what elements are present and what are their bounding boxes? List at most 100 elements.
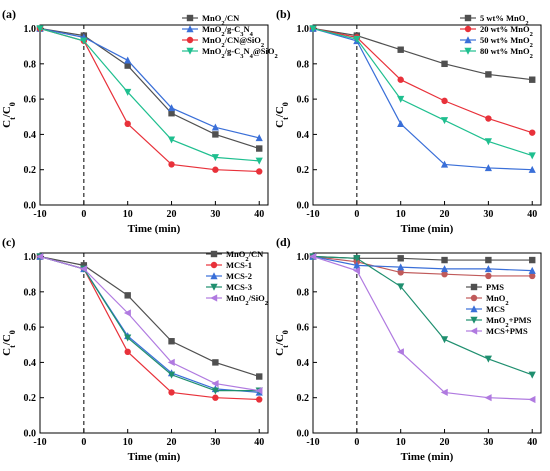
data-point: [396, 348, 404, 356]
data-point: [124, 88, 132, 96]
x-tick-label: 40: [527, 209, 537, 220]
data-point: [211, 387, 219, 395]
data-point: [397, 255, 404, 262]
data-point: [485, 256, 492, 264]
data-point: [353, 267, 361, 275]
y-tick-label: 1.0: [24, 24, 37, 35]
data-point: [529, 272, 536, 280]
x-tick-label: 30: [210, 209, 220, 220]
chart-panel-c: -10 0 10 20 30 40 0.0 0.2 0.4 0.6 0.8 1.0 Time (min)…: [1, 235, 269, 463]
data-point: [123, 309, 131, 317]
series-line: [312, 27, 533, 81]
legend-label: MnO2: [486, 293, 509, 307]
data-point: [440, 117, 449, 125]
legend-marker: [464, 25, 472, 33]
x-axis-label: Time (min): [128, 451, 181, 463]
legend-label: MnO2/CN@SiO2: [202, 35, 264, 49]
data-point: [529, 129, 536, 136]
data-point: [353, 255, 361, 263]
x-tick-label: 20: [440, 209, 450, 220]
data-point: [309, 252, 317, 261]
panel-label: (b): [276, 7, 291, 21]
legend-marker: [464, 14, 472, 22]
data-point: [440, 336, 449, 344]
data-point: [124, 348, 131, 356]
data-point: [397, 95, 405, 103]
panel-label: (c): [2, 235, 15, 249]
data-point: [80, 265, 88, 273]
legend-label: MnO2+PMS: [486, 315, 532, 329]
y-tick-label: 0.8: [24, 287, 37, 298]
data-point: [441, 256, 448, 264]
data-point: [256, 168, 263, 175]
data-point: [353, 35, 361, 43]
legend-label: MnO2/g-C3N4: [202, 24, 254, 38]
series-line: [312, 255, 533, 401]
y-tick-label: 0.8: [24, 59, 37, 70]
data-point: [528, 152, 536, 160]
y-tick-label: 1.0: [297, 252, 310, 263]
data-point: [211, 379, 219, 388]
legend-marker: [210, 283, 218, 291]
data-point: [529, 76, 536, 83]
data-point: [353, 261, 361, 269]
x-tick-label: 0: [354, 437, 359, 448]
legend-marker: [186, 25, 194, 33]
panel-label: (d): [276, 235, 291, 249]
x-tick-label: -10: [33, 437, 46, 448]
data-point: [484, 355, 492, 363]
y-tick-label: 0.2: [297, 165, 310, 176]
legend-label: MnO2/CN: [226, 249, 264, 263]
legend-marker: [210, 294, 218, 302]
x-tick-label: 0: [81, 209, 86, 220]
y-tick-label: 0.0: [24, 429, 37, 440]
data-point: [397, 263, 405, 271]
legend-marker: [464, 36, 472, 44]
data-point: [80, 37, 88, 45]
x-axis-label: Time (min): [401, 223, 454, 235]
series-line: [312, 255, 533, 272]
data-point: [211, 154, 219, 162]
data-point: [528, 371, 536, 379]
series-line: [312, 27, 533, 134]
legend-marker: [210, 272, 218, 280]
data-point: [255, 157, 263, 165]
series-line: [312, 27, 533, 157]
series-line: [312, 255, 533, 376]
data-point: [167, 136, 176, 144]
legend-marker: [470, 283, 478, 291]
x-tick-label: 10: [396, 437, 406, 448]
data-point: [397, 46, 404, 53]
data-point: [256, 145, 263, 152]
series-line: [312, 27, 533, 171]
data-point: [212, 166, 219, 173]
x-tick-label: 30: [210, 437, 220, 448]
y-tick-label: 0.4: [297, 358, 310, 369]
legend-label: 80 wt% MnO2: [480, 46, 533, 60]
y-tick-label: 1.0: [297, 24, 310, 35]
panel-label: (a): [2, 7, 16, 21]
legend-marker: [210, 250, 218, 258]
y-tick-label: 0.2: [24, 393, 37, 404]
series-line: [39, 27, 260, 162]
data-point: [528, 266, 536, 274]
series-line: [312, 255, 533, 277]
legend-label: MnO2/SiO2: [226, 293, 268, 307]
legend-label: MCS+PMS: [486, 326, 528, 336]
data-point: [529, 256, 536, 264]
data-point: [440, 265, 449, 273]
y-tick-label: 0.6: [297, 95, 310, 106]
chart-panel-a: -10 0 10 20 30 40 0.0 0.2 0.4 0.6 0.8 1.0 Time (min)…: [1, 7, 278, 235]
x-tick-label: -10: [306, 437, 319, 448]
data-point: [167, 104, 176, 112]
data-point: [36, 252, 44, 261]
legend-label: PMS: [486, 282, 504, 292]
plot-frame: [39, 24, 269, 206]
x-tick-label: 40: [254, 209, 264, 220]
x-tick-label: 10: [123, 437, 133, 448]
data-point: [211, 123, 219, 131]
x-tick-label: 20: [167, 209, 177, 220]
x-tick-label: -10: [306, 209, 319, 220]
data-point: [441, 60, 448, 68]
